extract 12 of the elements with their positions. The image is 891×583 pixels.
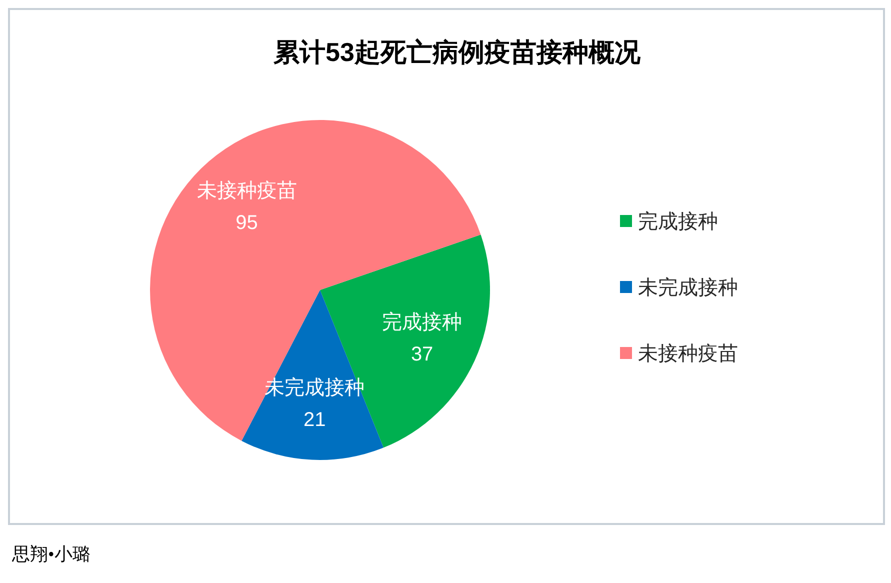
- pie-slice: [242, 290, 384, 460]
- legend-label: 未完成接种: [638, 276, 738, 299]
- pie-slice: [150, 120, 481, 441]
- data-label: 95: [236, 212, 258, 234]
- slice-label: 完成接种: [382, 310, 462, 334]
- slice-label: 未接种疫苗: [196, 180, 297, 202]
- text: 思翔•小璐: [11, 544, 90, 564]
- chart-title: 累计53起死亡病例疫苗接种概况: [272, 37, 642, 67]
- data-label: 21: [303, 409, 326, 432]
- data-label: 37: [410, 344, 434, 366]
- legend-label: 未接种疫苗: [638, 343, 738, 365]
- legend-label: 完成接种: [638, 210, 718, 233]
